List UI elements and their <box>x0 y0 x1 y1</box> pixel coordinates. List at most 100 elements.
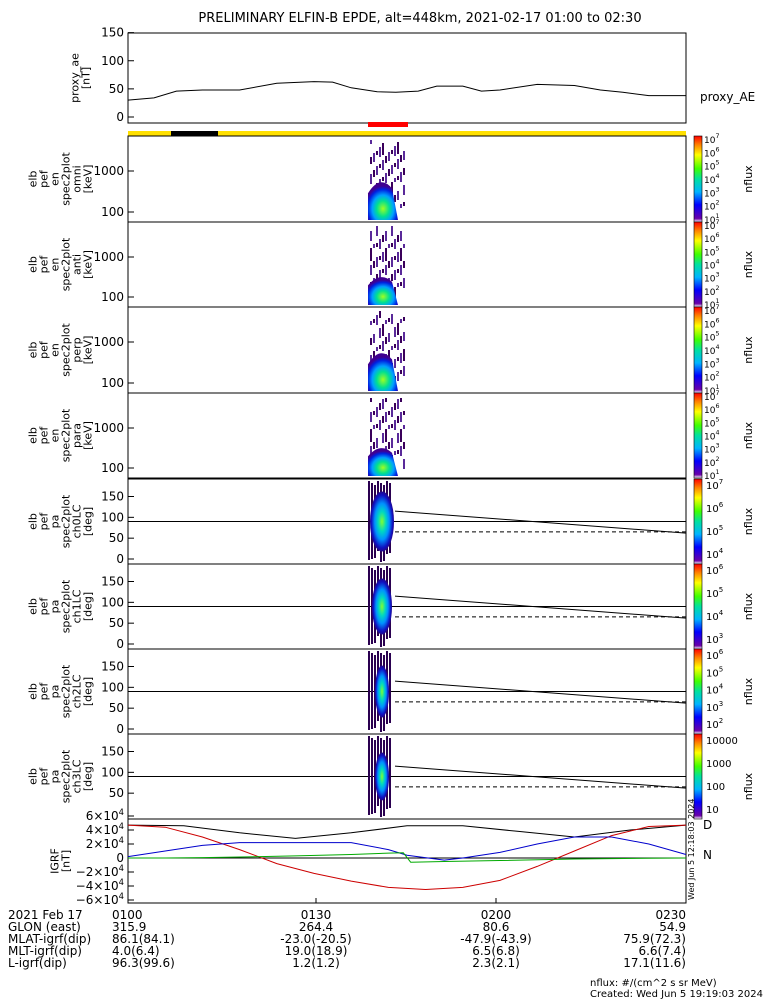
ytick-label: 1000 <box>93 250 124 264</box>
spectrogram-streak <box>382 252 384 262</box>
ylabel-line: pa <box>49 600 62 614</box>
colorbar-label: nflux <box>742 250 755 278</box>
energy-panel-perp: 1001000elbpefenspec2plotperp[keV]1011021… <box>27 304 756 397</box>
ylabel-line: anti <box>71 254 84 275</box>
spectrogram-streak <box>391 167 393 174</box>
spectrogram-blob <box>368 182 398 220</box>
nflux-note: nflux: #/(cm^2 s sr MeV) <box>590 978 717 989</box>
spectrogram-streak <box>385 337 387 344</box>
ytick-label: 1000 <box>93 335 124 349</box>
colorbar-tick: 106 <box>704 317 719 330</box>
spectrogram-streak <box>382 343 384 347</box>
spectrogram-streak <box>400 282 402 286</box>
spectrogram-streak <box>394 178 396 182</box>
ytick-label: 150 <box>101 575 124 589</box>
ylabel-line: elb <box>27 513 40 530</box>
ylabel-line: pa <box>49 515 62 529</box>
ytick-label: 50 <box>109 82 124 96</box>
energy-spectrogram <box>368 311 405 391</box>
colorbar-tick: 102 <box>704 285 719 298</box>
spectrogram-streak <box>397 252 399 262</box>
colorbar-label-text: nflux <box>742 421 755 449</box>
spectrogram-streak <box>376 260 378 267</box>
spectrogram-blob <box>368 277 398 305</box>
spectrogram-streak <box>385 415 387 422</box>
pitch-angle-colorbar: 102 103 104 105 106 nflux <box>693 648 755 735</box>
spectrogram-streak <box>397 176 399 180</box>
spectrogram-streak <box>391 260 393 267</box>
ylabel-line: en <box>49 258 62 272</box>
spectrogram-streak <box>382 235 384 242</box>
footer-row-label: L-igrf(dip) <box>8 956 67 970</box>
ylabel-line: spec2plot <box>60 237 73 291</box>
footer-value: 75.9(72.3) <box>623 932 686 946</box>
ylabel-line: spec2plot <box>60 152 73 206</box>
spectrogram-streak <box>376 243 378 247</box>
ylabel-line: spec2plot <box>60 494 73 548</box>
colorbar-tick: 103 <box>704 272 719 285</box>
spectrogram-streak <box>403 278 405 288</box>
spectrogram-streak <box>397 374 399 381</box>
ylabel-line: [keV] <box>82 165 95 194</box>
orbit-bar-red <box>368 122 408 127</box>
ytick-label: 150 <box>101 26 124 40</box>
ylabel-line: IGRF <box>49 848 62 874</box>
spectrogram-streak <box>397 402 399 409</box>
footer-value: 2.3(2.1) <box>472 956 520 970</box>
footer-value: 0200 <box>481 908 512 922</box>
spectrogram-streak <box>403 244 405 248</box>
colorbar-tick: 103 <box>706 632 723 646</box>
ytick-label: −4×104 <box>76 877 124 893</box>
spectrogram-streak <box>373 442 375 449</box>
ytick-label: 6×104 <box>86 807 124 823</box>
colorbar-tick: 106 <box>704 232 719 245</box>
spectrogram-streak <box>385 156 387 163</box>
spectrogram-streak <box>376 424 378 428</box>
spectrogram-streak <box>397 193 399 200</box>
ytick-label: 50 <box>109 701 124 715</box>
spectrogram-streak <box>370 157 372 164</box>
colorbar-tick: 103 <box>704 443 719 456</box>
spectrogram-streak <box>373 244 375 248</box>
colorbar-tick: 102 <box>704 371 719 384</box>
footer-value: -23.0(-20.5) <box>280 932 351 946</box>
colorbar-tick: 105 <box>704 416 719 429</box>
ytick-label: 1000 <box>93 164 124 178</box>
spectrogram-streak <box>385 231 387 235</box>
spectrogram-streak <box>391 274 393 281</box>
ylabel-line: [nT] <box>80 67 93 89</box>
spectrogram-streak <box>403 442 405 449</box>
footer-value: 315.9 <box>112 920 146 934</box>
ylabel-line: pef <box>38 682 51 701</box>
ylabel-line: spec2plot <box>60 579 73 633</box>
spectrogram-streak <box>394 361 396 368</box>
spectrogram-streak <box>400 449 402 453</box>
ylabel-line: ch1LC <box>71 589 84 623</box>
spectrogram-streak <box>370 449 372 453</box>
colorbar-tick: 103 <box>704 357 719 370</box>
colorbar-label-text: nflux <box>742 250 755 278</box>
spectrogram-streak <box>403 185 405 195</box>
footer-value: 0230 <box>655 908 686 922</box>
spectrogram-streak <box>403 202 405 206</box>
footer-value: 0130 <box>301 908 332 922</box>
spectrogram-streak <box>370 265 372 275</box>
pitch-angle-panel-ch2LC: 050100150elbpefpaspec2plotch2LC[deg]1021… <box>27 648 756 736</box>
ytick-label: 100 <box>101 765 124 779</box>
spectrogram-streak <box>400 415 402 422</box>
spectrogram-streak <box>385 432 387 442</box>
loss-cone-line <box>394 765 687 789</box>
igrf-series-blue <box>127 836 687 861</box>
colorbar-label: nflux <box>742 772 755 800</box>
spectrogram-streak <box>373 336 375 343</box>
loss-cone-line <box>394 510 687 534</box>
pitch-angle-spectrogram <box>368 736 391 817</box>
spectrogram-streak <box>388 442 390 449</box>
ytick-label: 100 <box>101 290 124 304</box>
spectrogram-streak <box>388 318 390 322</box>
spectrogram-streak <box>394 256 396 260</box>
colorbar-tick: 104 <box>706 547 724 561</box>
ylabel-line: spec2plot <box>60 749 73 803</box>
